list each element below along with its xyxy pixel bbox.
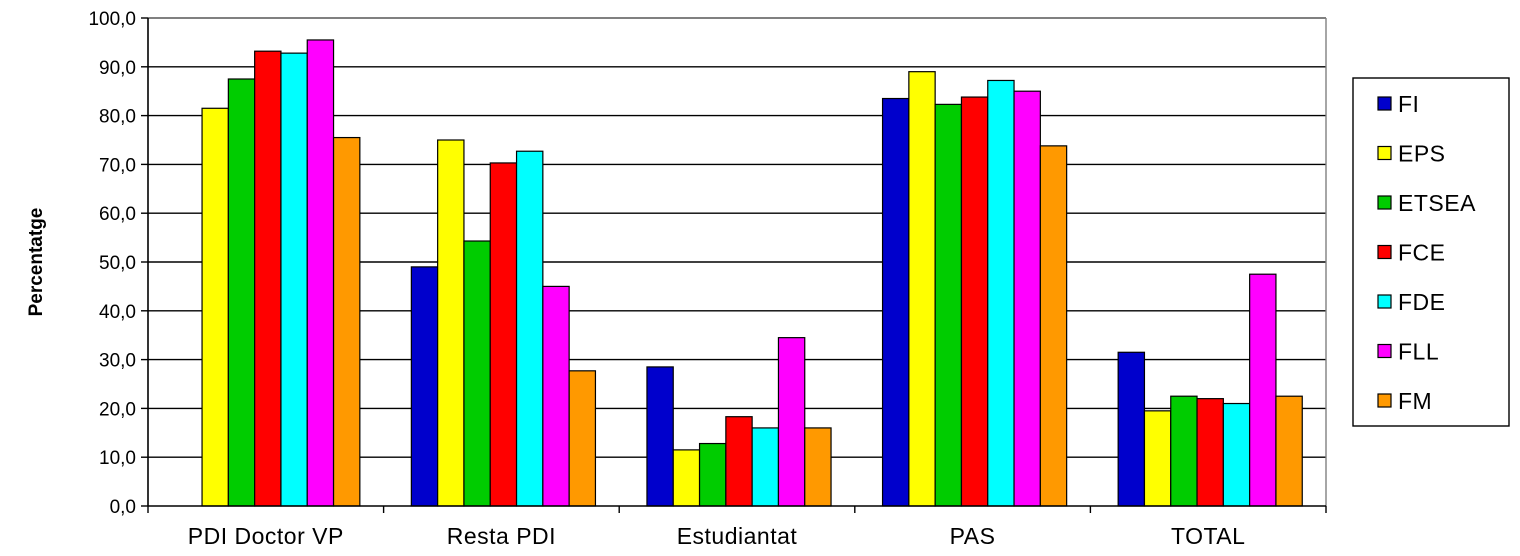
bar-fce-1 <box>489 162 518 507</box>
bar-fde-2 <box>751 427 780 507</box>
bar-etsea-1 <box>463 240 491 507</box>
bar-fde-0 <box>280 52 308 507</box>
bar-fce-4 <box>1196 398 1224 507</box>
bar-fde-3 <box>987 79 1015 507</box>
bar-eps-3 <box>908 71 936 507</box>
y-tick-label: 60,0 <box>99 204 136 225</box>
x-category-label: PDI Doctor VP <box>188 523 344 549</box>
y-tick-label: 90,0 <box>99 58 136 79</box>
legend-swatch-fde <box>1377 294 1392 309</box>
bar-eps-2 <box>672 449 701 507</box>
legend-label-fm: FM <box>1398 388 1432 414</box>
bar-fi-1 <box>410 266 439 507</box>
x-category-label: Resta PDI <box>447 523 556 549</box>
bar-fm-4 <box>1275 395 1303 507</box>
legend-swatch-fi <box>1377 96 1392 111</box>
bar-eps-4 <box>1143 410 1172 507</box>
bars <box>201 39 1303 507</box>
legend-label-eps: EPS <box>1398 141 1446 167</box>
bar-fm-3 <box>1039 145 1068 507</box>
legend-label-fi: FI <box>1398 91 1419 117</box>
y-tick-label: 30,0 <box>99 351 136 372</box>
legend-swatch-fce <box>1377 244 1392 260</box>
bar-fm-2 <box>804 427 832 507</box>
y-tick-label: 70,0 <box>99 155 136 176</box>
legend-swatch-fll <box>1377 343 1392 359</box>
bar-fce-2 <box>725 416 753 507</box>
axis-labels: 0,0 10,0 20,0 30,0 40,0 50,0 60,0 70,0 80,0 90,0 1… <box>26 9 1245 549</box>
y-tick-label: 20,0 <box>99 399 136 420</box>
legend-label-fce: FCE <box>1398 240 1446 266</box>
bar-fll-4 <box>1249 273 1277 507</box>
bar-fce-3 <box>960 96 989 507</box>
x-category-label: PAS <box>950 523 996 549</box>
legend: FI EPS ETSEA FCE FDE FLL FM <box>1352 77 1510 427</box>
y-tick-label: 0,0 <box>110 497 136 518</box>
x-category-label: TOTAL <box>1171 523 1246 549</box>
bar-fll-1 <box>542 285 570 507</box>
legend-label-fde: FDE <box>1398 289 1446 315</box>
bar-etsea-0 <box>227 78 256 507</box>
bar-fll-2 <box>777 337 806 507</box>
bar-fi-3 <box>881 97 910 507</box>
y-tick-label: 50,0 <box>99 253 136 274</box>
bar-eps-1 <box>437 139 465 507</box>
legend-swatch-fm <box>1377 393 1392 408</box>
y-tick-label: 10,0 <box>99 448 136 469</box>
bar-fi-4 <box>1117 351 1146 507</box>
bar-fll-0 <box>306 39 335 507</box>
bar-eps-0 <box>201 107 229 507</box>
y-tick-label: 80,0 <box>99 107 136 128</box>
bar-fll-3 <box>1013 90 1041 507</box>
y-tick-label: 100,0 <box>88 9 136 30</box>
bar-fde-1 <box>515 150 544 507</box>
bar-fm-0 <box>332 136 361 507</box>
bar-fde-4 <box>1222 402 1251 507</box>
legend-label-etsea: ETSEA <box>1398 190 1476 216</box>
y-tick-label: 40,0 <box>99 302 136 323</box>
bar-etsea-3 <box>934 103 963 507</box>
bar-fm-1 <box>568 370 597 507</box>
legend-swatch-etsea <box>1377 195 1392 210</box>
y-axis-title: Percentatge <box>26 208 47 317</box>
legend-label-fll: FLL <box>1398 339 1439 365</box>
bar-etsea-4 <box>1170 395 1198 507</box>
bar-fi-2 <box>646 366 674 507</box>
axes <box>141 17 1327 513</box>
bar-etsea-2 <box>698 442 727 507</box>
legend-swatch-eps <box>1377 145 1392 161</box>
x-category-label: Estudiantat <box>677 523 798 549</box>
bar-fce-0 <box>254 50 282 507</box>
